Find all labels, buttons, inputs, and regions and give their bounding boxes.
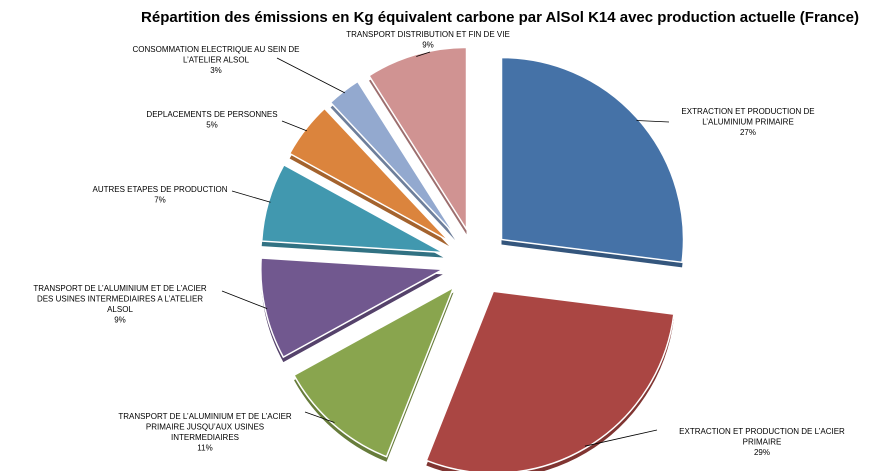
slice-label-line: TRANSPORT DE L’ALUMINIUM ET DE L’ACIER — [118, 412, 292, 421]
slice-label-line: PRIMAIRE JUSQU’AUX USINES — [146, 423, 264, 432]
chart-title: Répartition des émissions en Kg équivale… — [141, 9, 859, 26]
slice-label-line: TRANSPORT DE L’ALUMINIUM ET DE L’ACIER — [33, 284, 207, 293]
slice-label: CONSOMMATION ELECTRIQUE AU SEIN DE L’ATEL… — [133, 45, 300, 75]
slice-percent: 9% — [114, 316, 126, 325]
slice-label: EXTRACTION ET PRODUCTION DE L’ACIER PRIMA… — [679, 427, 845, 457]
slice-percent: 27% — [740, 128, 756, 137]
slice-label-line: DEPLACEMENTS DE PERSONNES — [146, 110, 277, 119]
pie-slice — [500, 56, 685, 268]
pie-slice — [293, 285, 455, 462]
slice-label-line: EXTRACTION ET PRODUCTION DE — [681, 107, 814, 116]
leader-line — [221, 290, 268, 310]
slice-label-line: AUTRES ETAPES DE PRODUCTION — [93, 185, 228, 194]
slice-percent: 7% — [154, 196, 166, 205]
leader-line — [281, 120, 308, 132]
slice-percent: 5% — [206, 121, 218, 130]
pie-slice — [329, 80, 456, 241]
pie-slice-face — [260, 257, 446, 359]
slice-label: AUTRES ETAPES DE PRODUCTION 7% — [93, 185, 228, 205]
leader-line — [276, 57, 346, 94]
pie-slice — [367, 46, 468, 235]
pie-slice — [260, 257, 446, 363]
slice-label-line: L’ALUMINIUM PRIMAIRE — [702, 118, 794, 127]
pie-slice-face — [329, 80, 456, 236]
slice-label-line: TRANSPORT DISTRIBUTION ET FIN DE VIE — [346, 30, 510, 39]
slice-percent: 29% — [754, 448, 770, 457]
slice-label-line: ALSOL — [107, 305, 133, 314]
slice-label: EXTRACTION ET PRODUCTION DE L’ALUMINIUM P… — [681, 107, 814, 137]
slice-label-line: CONSOMMATION ELECTRIQUE AU SEIN DE — [133, 45, 300, 54]
slice-label-line: INTERMEDIAIRES — [171, 433, 239, 442]
slice-label: TRANSPORT DE L’ALUMINIUM ET DE L’ACIER DE… — [33, 284, 207, 325]
slice-percent: 9% — [422, 41, 434, 50]
slice-labels: EXTRACTION ET PRODUCTION DE L’ALUMINIUM P… — [33, 30, 845, 457]
slice-label-line: PRIMAIRE — [743, 438, 782, 447]
pie-slices — [260, 46, 685, 471]
pie-slice — [425, 290, 675, 471]
pie-slice-face — [288, 107, 450, 242]
leader-line — [231, 190, 271, 203]
slice-label-line: DES USINES INTERMEDIAIRES A L’ATELIER — [37, 295, 203, 304]
pie-slice-face — [367, 46, 468, 232]
leader-line — [584, 429, 658, 447]
leader-line — [636, 120, 670, 123]
slice-label: DEPLACEMENTS DE PERSONNES 5% — [146, 110, 277, 130]
pie-slice-face — [293, 285, 455, 458]
pie-slice-face — [425, 290, 675, 471]
slice-label-line: EXTRACTION ET PRODUCTION DE L’ACIER — [679, 427, 845, 436]
pie-slice-face — [500, 56, 685, 264]
leader-line — [304, 411, 335, 423]
slice-label: TRANSPORT DE L’ALUMINIUM ET DE L’ACIER PR… — [118, 412, 292, 453]
pie-slice — [260, 163, 444, 258]
slice-label: TRANSPORT DISTRIBUTION ET FIN DE VIE 9% — [346, 30, 510, 50]
slice-label-line: L’ATELIER ALSOL — [183, 56, 250, 65]
pie-slice — [288, 107, 450, 247]
slice-percent: 3% — [210, 66, 222, 75]
slice-percent: 11% — [197, 444, 212, 453]
leader-line — [416, 51, 431, 57]
